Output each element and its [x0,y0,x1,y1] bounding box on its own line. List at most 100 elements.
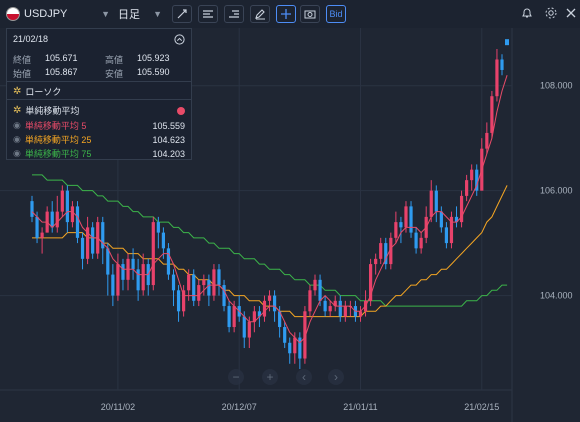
candle-body [252,311,256,322]
candle-body [30,201,34,217]
candle-body [182,290,186,312]
trendline-button[interactable] [172,5,192,23]
chevron-down-icon: ▼ [101,9,110,19]
eye-icon[interactable]: ◉ [13,120,21,130]
trendline-icon [177,9,187,19]
candle-body [308,290,312,312]
bell-icon[interactable] [520,6,534,20]
candle [485,122,489,154]
candle [242,311,246,349]
candle-body [111,274,115,296]
candle-body [136,269,140,291]
candle-body [384,243,388,265]
ma75-label: 単純移動平均 75 [24,149,92,159]
low-label: 安値 [105,69,124,79]
candle-body [293,337,297,354]
candle [116,253,120,301]
candle [333,295,337,312]
gear-icon: ✲ [13,86,22,97]
candle [434,185,438,223]
candle [217,264,221,296]
candle-body [70,206,75,223]
candle-body [101,222,105,249]
candle [40,227,44,254]
candle-body [257,311,262,317]
settings-icon[interactable] [544,6,558,20]
eye-icon[interactable]: ◉ [13,148,21,158]
candle [262,295,267,322]
candle-body [80,237,85,259]
chevron-down-icon: ▼ [153,9,162,19]
candle [111,264,115,307]
candle [409,201,413,238]
candle-body [247,321,251,338]
candle [313,274,317,296]
candle-body [217,269,221,286]
zoom-controls[interactable]: − + ‹ › [228,369,344,385]
candle-body [262,300,267,317]
ma-color-dot[interactable] [177,106,185,115]
candle [106,243,110,296]
candle [374,253,378,275]
candle [55,195,59,233]
candle-body [389,237,393,265]
candle [91,222,95,259]
close-value: 105.671 [45,53,78,63]
candle-body [328,306,332,312]
candle [131,248,135,280]
close-icon[interactable] [564,6,578,20]
scroll-left-icon[interactable]: ‹ [302,370,306,384]
candle [60,185,64,217]
candle [222,279,226,312]
price-chart[interactable]: 108.000 106.000 104.000 20/11/02 20/12/07 21/… [0,28,580,422]
ma75-line [32,174,508,307]
ma-title: 単純移動平均 [25,106,80,116]
ohlc-info-panel: 21/02/18 終値 105.671 高値 105.923 始値 105.86… [6,28,192,160]
candle [101,216,105,265]
candle-body [197,285,201,301]
candle-body [242,316,246,338]
info-date: 21/02/18 [13,34,49,44]
candle-body [283,327,287,343]
candle-body [338,300,342,317]
candle [470,164,474,191]
candle [85,216,90,265]
ma25-label: 単純移動平均 25 [24,135,92,145]
x-tick-label: 20/11/02 [101,402,135,412]
candle [252,306,256,333]
horizontal-lines-button[interactable] [198,5,218,23]
candle-body [171,274,176,291]
pen-button[interactable] [250,5,270,23]
candle [202,274,206,296]
candle [227,300,231,333]
crosshair-button[interactable] [276,5,296,23]
candle [136,258,140,301]
zoom-in-icon[interactable]: + [266,370,273,384]
ma5-value: 105.559 [152,120,185,131]
timeframe-selector[interactable]: 日足 ▼ [114,4,166,24]
candle [308,285,312,317]
candle-body [399,222,403,228]
bid-toggle[interactable]: Bid [326,5,346,23]
eye-icon[interactable]: ◉ [13,134,21,144]
candle [399,216,403,244]
candle [197,279,201,307]
candle [338,295,342,322]
candle [70,201,75,228]
zoom-out-icon[interactable]: − [232,370,239,384]
scroll-right-icon[interactable]: › [334,370,338,384]
candle-body [232,306,236,328]
candle-body [267,295,272,301]
candle [182,285,186,317]
drawing-list-button[interactable] [224,5,244,23]
candle-body [318,279,322,301]
candle-body [374,258,378,265]
candle-body [65,190,69,223]
screenshot-button[interactable] [300,5,320,23]
candle [171,269,176,307]
candle-body [116,264,120,296]
candle-body [161,232,165,249]
collapse-icon[interactable] [174,34,185,45]
candle [176,285,181,322]
symbol-selector[interactable]: USDJPY ▼ [6,4,110,24]
